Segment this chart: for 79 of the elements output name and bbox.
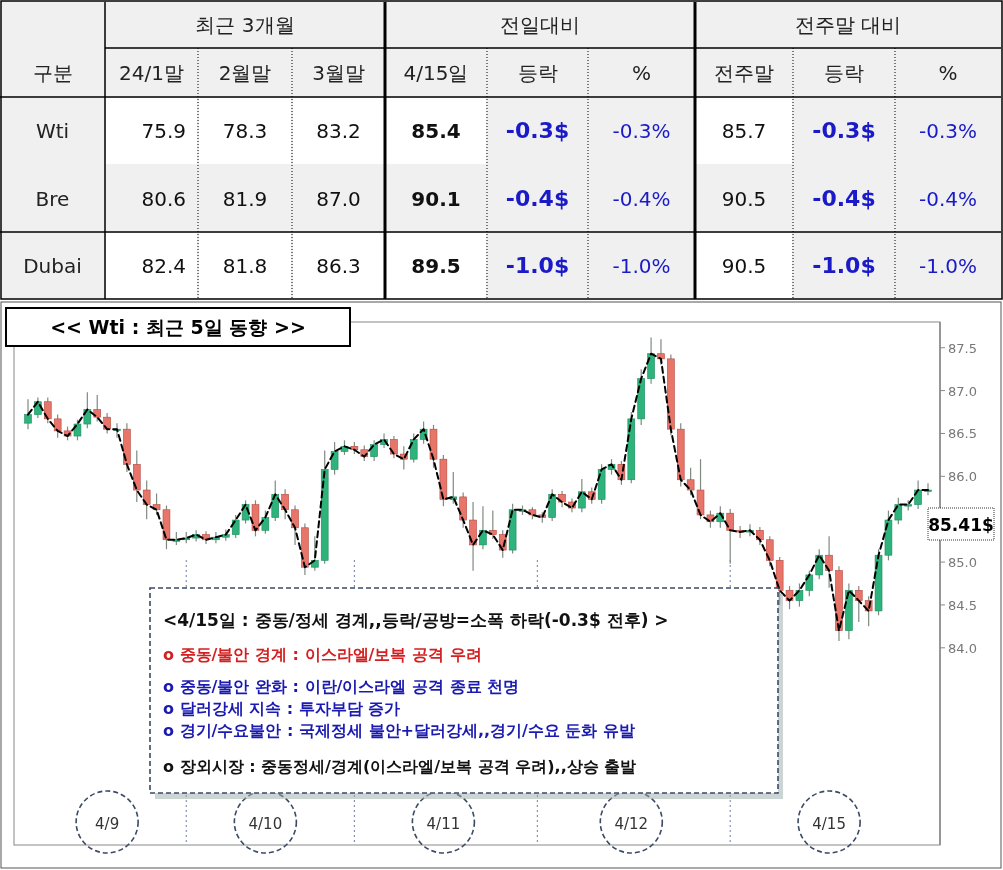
y-tick-label: 87.5 xyxy=(948,340,977,356)
text: 90.5 xyxy=(721,186,767,211)
x-tick-label: 4/9 xyxy=(95,815,120,833)
annotation: <4/15일 : 중동/정세 경계,,등락/공방=소폭 하락(-0.3$ 전후) > xyxy=(163,610,669,630)
text: 78.3 xyxy=(222,119,268,143)
y-tick-label: 84.0 xyxy=(948,640,977,656)
text: -0.3% xyxy=(918,119,978,143)
annotation: o 경기/수요불안 : 국제정세 불안+달러강세,,경기/수요 둔화 유발 xyxy=(163,721,636,740)
candlestick xyxy=(24,398,32,430)
category-label: 3월말 xyxy=(312,61,365,85)
candlestick xyxy=(281,488,289,520)
text: 구분 xyxy=(32,61,73,85)
text: -1.0$ xyxy=(505,252,570,278)
text: -1.0% xyxy=(612,253,671,278)
x-tick-label: 4/11 xyxy=(426,815,461,833)
text: 75.9 xyxy=(141,119,186,143)
y-tick-label: 86.5 xyxy=(948,426,977,442)
candlestick xyxy=(548,488,556,522)
annotation: 85.41$ xyxy=(928,515,994,535)
y-tick-label: 86.0 xyxy=(948,469,977,485)
y-tick-label: 87.0 xyxy=(948,383,977,399)
candlestick xyxy=(489,510,497,540)
candlestick xyxy=(291,504,299,546)
category-label: % xyxy=(631,61,652,85)
category-label: 4/15일 xyxy=(403,61,469,85)
text: 86.3 xyxy=(316,253,361,278)
text: 90.5 xyxy=(721,253,767,278)
category-label: Bre xyxy=(35,186,70,211)
text: 85.7 xyxy=(721,119,767,143)
category-label: 등락 xyxy=(824,61,864,85)
text: 전주말 대비 xyxy=(794,13,902,37)
text: -0.3% xyxy=(612,119,671,143)
category-label: % xyxy=(938,61,958,85)
annotation: o 중동/불안 완화 : 이란/이스라엘 공격 종료 천명 xyxy=(163,677,520,696)
text: -1.0$ xyxy=(812,252,876,278)
text: 89.5 xyxy=(411,253,461,278)
candlestick xyxy=(726,508,734,565)
category-label: 24/1말 xyxy=(119,61,184,85)
candlestick xyxy=(44,396,52,424)
category-label: 등락 xyxy=(517,61,558,85)
chart-title: << Wti : 최근 5일 동향 >> xyxy=(50,316,306,338)
text: -0.3$ xyxy=(812,118,876,143)
candlestick xyxy=(825,535,833,589)
text: -1.0% xyxy=(918,253,978,278)
text: 81.8 xyxy=(222,253,268,278)
text: 82.4 xyxy=(141,253,186,278)
candlestick xyxy=(914,480,922,510)
category-label: 전주말 xyxy=(714,61,774,85)
text: 최근 3개월 xyxy=(195,13,295,37)
text: -0.4$ xyxy=(505,185,570,211)
text: 81.9 xyxy=(222,186,268,211)
category-label: Wti xyxy=(35,119,70,143)
text: 87.0 xyxy=(316,186,361,211)
annotation: o 달러강세 지속 : 투자부담 증가 xyxy=(163,699,401,718)
text: 전일대비 xyxy=(500,13,580,37)
candlestick xyxy=(261,510,270,535)
x-tick-label: 4/15 xyxy=(812,815,846,833)
x-tick-label: 4/12 xyxy=(614,815,649,833)
y-tick-label: 85.0 xyxy=(948,555,977,571)
x-tick-label: 4/10 xyxy=(248,815,283,833)
text: -0.3$ xyxy=(505,118,570,143)
annotation: o 장외시장 : 중동정세/경계(이스라엘/보복 공격 우려),,상승 출발 xyxy=(163,757,637,776)
candlestick xyxy=(370,439,378,462)
text: 83.2 xyxy=(316,119,361,143)
category-label: 2월말 xyxy=(218,61,272,85)
text: 90.1 xyxy=(411,186,461,211)
candlestick xyxy=(766,535,774,567)
text: -0.4% xyxy=(918,186,978,211)
text: 85.4 xyxy=(411,119,461,143)
text: -0.4% xyxy=(612,186,671,211)
y-tick-label: 84.5 xyxy=(948,597,977,613)
annotation: o 중동/불안 경계 : 이스라엘/보복 공격 우려 xyxy=(163,645,482,664)
text: 80.6 xyxy=(141,186,186,211)
text: -0.4$ xyxy=(812,185,876,211)
category-label: Dubai xyxy=(23,253,82,278)
candlestick xyxy=(855,585,863,623)
candlestick xyxy=(479,505,487,550)
candlestick xyxy=(93,394,101,423)
candlestick xyxy=(311,535,319,572)
